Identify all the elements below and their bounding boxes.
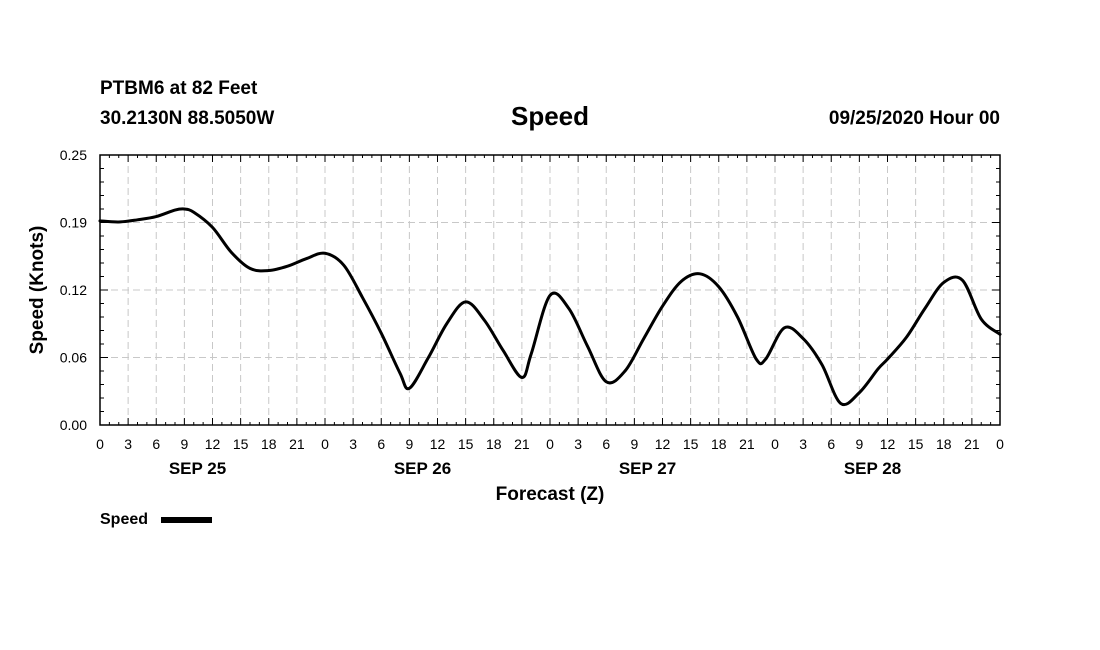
x-tick-label: 6 (602, 436, 610, 452)
x-tick-label: 6 (152, 436, 160, 452)
tick-labels: 0 3 6 9 12 15 18 21 0 3 6 9 12 15 18 21 0 3 6 9 12 15 18 21 0 3 6 9… (60, 147, 1004, 478)
x-tick-label: 3 (349, 436, 357, 452)
day-label: SEP 28 (844, 459, 901, 478)
x-tick-label: 9 (630, 436, 638, 452)
x-tick-label: 12 (880, 436, 896, 452)
day-label: SEP 25 (169, 459, 226, 478)
x-tick-label: 18 (486, 436, 502, 452)
x-tick-label: 15 (458, 436, 474, 452)
x-tick-label: 9 (855, 436, 863, 452)
y-tick-label: 0.25 (60, 147, 87, 163)
legend-swatch (161, 517, 212, 523)
x-tick-label: 3 (799, 436, 807, 452)
x-tick-label: 21 (514, 436, 530, 452)
x-tick-label: 0 (771, 436, 779, 452)
x-axis-title: Forecast (Z) (496, 484, 605, 505)
x-tick-label: 21 (964, 436, 980, 452)
x-tick-label: 0 (96, 436, 104, 452)
run-time-label: 09/25/2020 Hour 00 (829, 108, 1000, 129)
x-tick-label: 9 (180, 436, 188, 452)
y-tick-label: 0.19 (60, 215, 87, 231)
x-tick-label: 15 (233, 436, 249, 452)
x-tick-label: 0 (996, 436, 1004, 452)
plot-frame (99, 154, 1001, 426)
x-tick-label: 9 (405, 436, 413, 452)
day-label: SEP 27 (619, 459, 676, 478)
chart-title: Speed (511, 101, 589, 131)
station-label: PTBM6 at 82 Feet (100, 78, 258, 99)
x-tick-label: 0 (321, 436, 329, 452)
x-tick-label: 21 (739, 436, 755, 452)
x-tick-label: 3 (124, 436, 132, 452)
x-tick-label: 18 (936, 436, 952, 452)
location-label: 30.2130N 88.5050W (100, 108, 274, 129)
grid-lines (100, 155, 1000, 425)
x-tick-label: 15 (908, 436, 924, 452)
y-tick-label: 0.06 (60, 350, 87, 366)
day-label: SEP 26 (394, 459, 451, 478)
legend-label: Speed (100, 511, 148, 528)
y-tick-label: 0.12 (60, 282, 87, 298)
x-tick-label: 12 (430, 436, 446, 452)
x-tick-label: 6 (827, 436, 835, 452)
x-tick-label: 18 (261, 436, 277, 452)
x-tick-label: 0 (546, 436, 554, 452)
x-tick-label: 18 (711, 436, 727, 452)
speed-series-line (98, 207, 1002, 407)
x-tick-label: 15 (683, 436, 699, 452)
y-tick-label: 0.00 (60, 417, 87, 433)
y-axis-title: Speed (Knots) (27, 226, 48, 355)
x-tick-label: 21 (289, 436, 305, 452)
x-tick-label: 6 (377, 436, 385, 452)
x-tick-label: 12 (655, 436, 671, 452)
x-tick-label: 3 (574, 436, 582, 452)
x-tick-label: 12 (205, 436, 221, 452)
